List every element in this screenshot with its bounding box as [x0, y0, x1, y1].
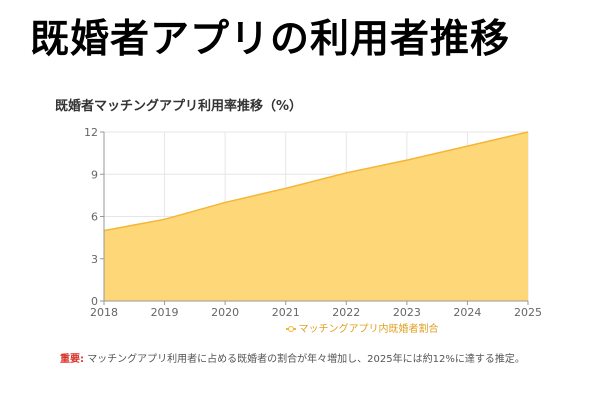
- note-text: マッチングアプリ利用者に占める既婚者の割合が年々増加し、2025年には約12%に…: [87, 354, 525, 365]
- y-tick-label-0: 0: [91, 295, 98, 308]
- note-label: 重要: [60, 354, 80, 365]
- y-tick-label-9: 9: [91, 168, 98, 181]
- x-tick-label-2023: 2023: [393, 306, 421, 319]
- area-layer: [103, 131, 529, 301]
- tick-layer: 0 3 6 9 12 2018 2019 2020 2021 2022 2023 2024 2025: [84, 126, 542, 319]
- y-tick-label-3: 3: [91, 253, 98, 266]
- series-area-0: [104, 132, 528, 301]
- x-tick-label-2020: 2020: [211, 306, 239, 319]
- legend-label: マッチングアプリ内既婚者割合: [298, 324, 439, 335]
- chart-title: 既婚者マッチングアプリ利用率推移（%）: [55, 99, 303, 114]
- page-headline: 既婚者アプリの利用者推移: [30, 17, 511, 62]
- y-tick-label-12: 12: [84, 126, 98, 139]
- x-tick-label-2022: 2022: [332, 306, 360, 319]
- y-tick-label-6: 6: [91, 211, 98, 224]
- x-tick-label-2019: 2019: [151, 306, 179, 319]
- x-tick-label-2018: 2018: [90, 306, 118, 319]
- legend-line-icon: [285, 326, 296, 332]
- x-tick-label-2025: 2025: [514, 306, 542, 319]
- x-tick-label-2024: 2024: [453, 306, 481, 319]
- x-tick-label-2021: 2021: [272, 306, 300, 319]
- note-separator: :: [80, 354, 84, 365]
- chart-note: 重要: マッチングアプリ利用者に占める既婚者の割合が年々増加し、2025年には約…: [60, 350, 525, 365]
- series-line-0: [103, 131, 529, 232]
- chart-legend[interactable]: マッチングアプリ内既婚者割合: [62, 320, 600, 335]
